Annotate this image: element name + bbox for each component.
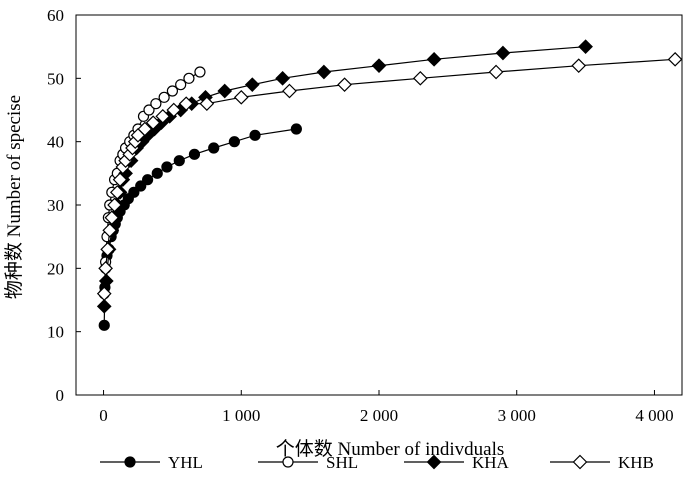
data-point-khb (102, 222, 118, 238)
data-point-khb (155, 108, 171, 124)
data-point-yhl (188, 148, 201, 160)
data-point-shl (143, 104, 155, 116)
data-point-khb (100, 241, 116, 257)
data-point-khb (282, 83, 297, 99)
y-tick-label: 20 (47, 259, 64, 278)
legend-item-yhl: YHL (100, 453, 203, 472)
y-tick-label: 0 (56, 386, 65, 405)
data-point-khb (109, 184, 125, 200)
data-point-kha (578, 39, 593, 55)
series-khb (96, 51, 683, 302)
series-layer (96, 39, 683, 331)
data-point-kha (98, 273, 114, 289)
legend-marker (572, 454, 588, 470)
y-tick-label: 50 (47, 69, 64, 88)
data-point-khb (199, 96, 215, 112)
data-point-yhl (98, 319, 110, 331)
y-axis-title: 物种数 Number of specise (3, 95, 25, 299)
data-point-kha (316, 64, 332, 80)
x-axis-title: 个体数 Number of indivduals (276, 438, 505, 460)
data-point-kha (217, 83, 233, 99)
data-point-yhl (151, 167, 163, 179)
data-point-kha (275, 70, 290, 86)
data-point-shl (166, 85, 179, 97)
legend-item-kha: KHA (404, 453, 510, 472)
data-point-yhl (161, 161, 173, 173)
data-point-kha (96, 298, 112, 314)
x-tick-label: 3 000 (498, 406, 536, 425)
legend-label: YHL (168, 453, 203, 472)
legend-marker (426, 454, 442, 470)
x-axis: 0 1 000 2 000 3 000 4 000 (99, 390, 674, 425)
y-axis: 0 10 20 30 40 50 60 (47, 6, 81, 405)
data-point-khb (412, 70, 428, 86)
data-point-kha (495, 45, 511, 61)
data-point-khb (137, 121, 153, 137)
data-point-shl (150, 98, 162, 110)
y-tick-label: 60 (47, 6, 64, 25)
x-tick-label: 1 000 (222, 406, 260, 425)
data-point-shl (175, 79, 187, 91)
data-point-yhl (173, 155, 185, 167)
data-point-khb (166, 102, 182, 118)
data-point-yhl (228, 136, 240, 148)
data-point-khb (667, 51, 683, 67)
data-point-khb (98, 260, 113, 276)
legend-label: SHL (326, 453, 358, 472)
legend-label: KHA (472, 453, 510, 472)
data-point-kha (244, 77, 260, 93)
data-point-shl (183, 72, 195, 84)
x-tick-label: 0 (99, 406, 108, 425)
legend-item-shl: SHL (258, 453, 358, 472)
x-tick-label: 4 000 (635, 406, 673, 425)
legend-marker (124, 456, 136, 468)
legend-item-khb: KHB (550, 453, 654, 472)
data-point-khb (178, 96, 194, 112)
data-point-khb (145, 115, 161, 131)
data-point-yhl (128, 186, 140, 198)
x-tick-label: 2 000 (360, 406, 398, 425)
data-point-yhl (208, 142, 220, 154)
data-point-yhl (135, 180, 147, 192)
y-tick-label: 30 (47, 196, 64, 215)
data-point-shl (158, 91, 170, 103)
legend: YHL SHL KHA KHB (100, 453, 654, 472)
data-point-khb (233, 89, 249, 105)
data-point-khb (107, 197, 122, 213)
y-tick-label: 40 (47, 133, 64, 152)
data-point-kha (371, 58, 387, 74)
data-point-yhl (290, 123, 302, 135)
data-point-khb (337, 77, 352, 93)
y-tick-label: 10 (47, 323, 64, 342)
data-point-khb (571, 58, 587, 74)
legend-marker (282, 456, 294, 468)
data-point-kha (426, 51, 442, 67)
data-point-khb (104, 210, 120, 226)
data-point-yhl (142, 174, 154, 186)
data-point-yhl (249, 129, 261, 141)
legend-label: KHB (618, 453, 654, 472)
data-point-khb (112, 172, 128, 188)
data-point-shl (194, 66, 206, 78)
data-point-khb (96, 286, 112, 302)
data-point-khb (488, 64, 504, 80)
series-line-khb (103, 58, 676, 294)
